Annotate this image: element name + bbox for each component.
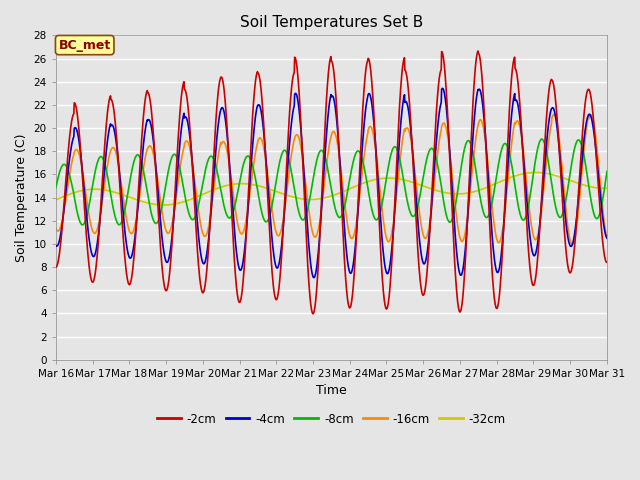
-16cm xyxy=(568,241,576,247)
-32cm xyxy=(603,185,611,191)
-2cm xyxy=(309,311,317,317)
-2cm xyxy=(417,277,424,283)
-32cm xyxy=(174,201,182,206)
Line: -4cm: -4cm xyxy=(56,88,607,277)
-4cm xyxy=(52,242,60,248)
-4cm xyxy=(508,115,515,121)
Legend: -2cm, -4cm, -8cm, -16cm, -32cm: -2cm, -4cm, -8cm, -16cm, -32cm xyxy=(152,408,511,431)
-4cm xyxy=(173,168,181,173)
-4cm xyxy=(417,243,424,249)
-32cm xyxy=(282,192,290,198)
-4cm xyxy=(555,140,563,146)
-2cm xyxy=(555,139,563,144)
Text: BC_met: BC_met xyxy=(59,38,111,51)
-8cm xyxy=(282,148,290,154)
-2cm xyxy=(603,260,611,265)
Line: -16cm: -16cm xyxy=(56,114,607,244)
Line: -8cm: -8cm xyxy=(56,139,607,225)
-32cm xyxy=(52,197,60,203)
-32cm xyxy=(532,169,540,175)
-4cm xyxy=(268,236,276,242)
Line: -32cm: -32cm xyxy=(56,172,607,205)
-2cm xyxy=(282,183,289,189)
X-axis label: Time: Time xyxy=(316,384,347,397)
-16cm xyxy=(550,111,557,117)
Line: -2cm: -2cm xyxy=(56,51,607,314)
-32cm xyxy=(507,175,515,180)
-2cm xyxy=(173,145,181,151)
-2cm xyxy=(474,48,482,54)
-32cm xyxy=(160,202,168,208)
-8cm xyxy=(52,185,60,191)
-8cm xyxy=(603,168,611,174)
-16cm xyxy=(52,226,60,231)
Title: Soil Temperatures Set B: Soil Temperatures Set B xyxy=(240,15,423,30)
-8cm xyxy=(417,192,424,198)
-16cm xyxy=(603,235,611,241)
Y-axis label: Soil Temperature (C): Soil Temperature (C) xyxy=(15,133,28,262)
-4cm xyxy=(438,85,446,91)
-4cm xyxy=(310,275,317,280)
-8cm xyxy=(79,222,86,228)
-8cm xyxy=(538,136,546,142)
-8cm xyxy=(174,157,182,163)
-16cm xyxy=(507,151,515,157)
-32cm xyxy=(269,187,276,193)
-16cm xyxy=(554,129,562,135)
-16cm xyxy=(416,213,424,218)
-2cm xyxy=(268,269,276,275)
-8cm xyxy=(555,214,563,219)
-4cm xyxy=(603,235,611,241)
-16cm xyxy=(173,184,181,190)
-8cm xyxy=(507,157,515,163)
-8cm xyxy=(269,200,276,206)
-16cm xyxy=(282,200,289,206)
-2cm xyxy=(508,79,515,84)
-16cm xyxy=(268,207,276,213)
-2cm xyxy=(52,264,60,270)
-32cm xyxy=(417,182,424,188)
-32cm xyxy=(555,174,563,180)
-4cm xyxy=(282,195,289,201)
